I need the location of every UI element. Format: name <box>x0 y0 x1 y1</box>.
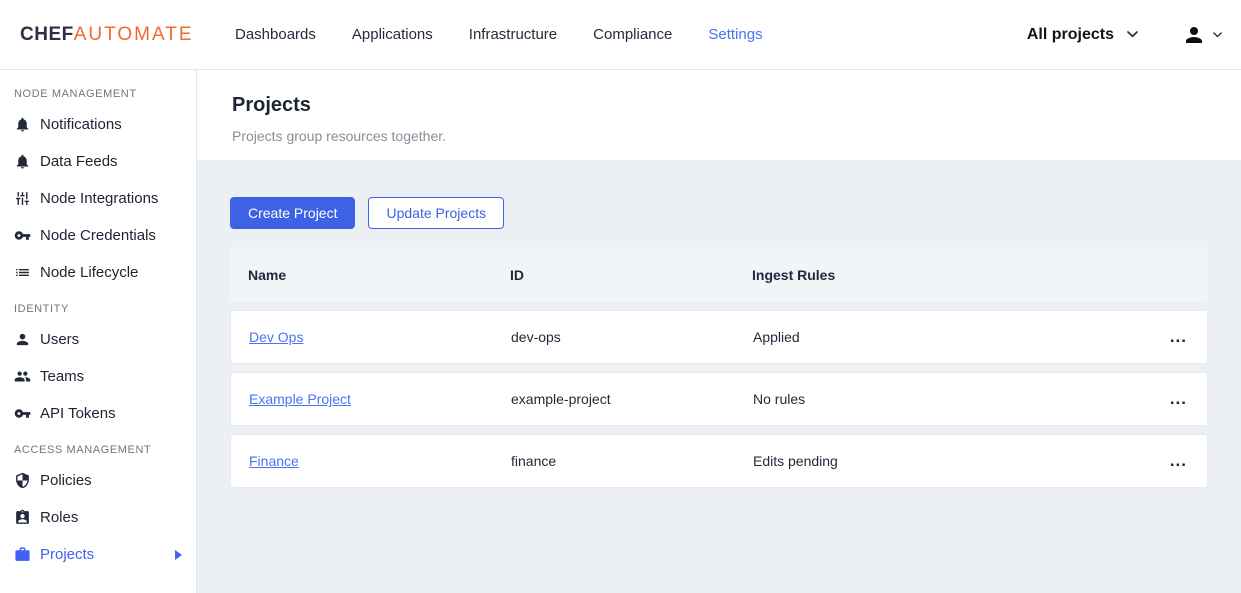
sidebar-item-node-lifecycle[interactable]: Node Lifecycle <box>0 254 196 291</box>
ingest-rules-status: Edits pending <box>753 453 838 469</box>
project-id: example-project <box>511 391 611 407</box>
main-nav: Dashboards Applications Infrastructure C… <box>235 26 763 43</box>
people-icon <box>14 368 31 385</box>
projects-filter-dropdown[interactable]: All projects <box>1027 26 1138 44</box>
page-title: Projects <box>232 94 311 116</box>
key-icon <box>14 227 31 244</box>
sidebar-item-label: Projects <box>40 546 95 563</box>
chef-automate-logo[interactable]: CHEF AUTOMATE <box>20 24 235 46</box>
list-icon <box>14 264 31 281</box>
briefcase-icon <box>14 546 31 563</box>
project-link-finance[interactable]: Finance <box>249 453 299 469</box>
table-row: Finance finance Edits pending ... <box>230 434 1208 488</box>
sidebar-item-data-feeds[interactable]: Data Feeds <box>0 143 196 180</box>
content-body: Create Project Update Projects Name ID I… <box>197 160 1241 593</box>
nav-compliance[interactable]: Compliance <box>593 26 673 43</box>
shield-icon <box>14 472 31 489</box>
column-header-name: Name <box>248 266 287 283</box>
nav-infrastructure[interactable]: Infrastructure <box>468 26 558 43</box>
nav-settings[interactable]: Settings <box>708 26 763 43</box>
button-row: Create Project Update Projects <box>230 197 1208 229</box>
table-row: Example Project example-project No rules… <box>230 372 1208 426</box>
sidebar-item-teams[interactable]: Teams <box>0 358 196 395</box>
person-icon <box>14 331 31 348</box>
chevron-down-icon <box>1213 32 1222 38</box>
table-row: Dev Ops dev-ops Applied ... <box>230 310 1208 364</box>
sidebar-item-label: Teams <box>40 368 85 385</box>
nav-applications[interactable]: Applications <box>351 26 433 43</box>
logo-chef-text: CHEF <box>20 23 74 45</box>
sidebar-item-policies[interactable]: Policies <box>0 462 196 499</box>
project-id: dev-ops <box>511 329 561 345</box>
main-area: Projects Projects group resources togeth… <box>197 70 1241 593</box>
project-link-example-project[interactable]: Example Project <box>249 391 351 407</box>
sidebar-item-label: API Tokens <box>40 405 116 422</box>
sidebar-item-label: Node Credentials <box>40 227 156 244</box>
projects-filter-label: All projects <box>1026 25 1114 43</box>
sliders-icon <box>14 190 31 207</box>
badge-icon <box>14 509 31 526</box>
user-menu[interactable] <box>1182 23 1222 47</box>
row-menu-button[interactable]: ... <box>1169 327 1187 346</box>
sidebar-item-label: Node Integrations <box>40 190 159 207</box>
sidebar-item-node-integrations[interactable]: Node Integrations <box>0 180 196 217</box>
sidebar-item-node-credentials[interactable]: Node Credentials <box>0 217 196 254</box>
user-avatar-icon <box>1182 23 1206 47</box>
sidebar-item-notifications[interactable]: Notifications <box>0 106 196 143</box>
header-right: All projects <box>1027 23 1222 47</box>
sidebar-item-label: Node Lifecycle <box>40 264 139 281</box>
projects-table: Name ID Ingest Rules Dev Ops dev-ops App… <box>230 247 1208 488</box>
sidebar-item-api-tokens[interactable]: API Tokens <box>0 395 196 432</box>
sidebar-item-projects[interactable]: Projects <box>0 536 196 573</box>
sidebar-section-node-management: NODE MANAGEMENT <box>14 88 137 100</box>
project-link-dev-ops[interactable]: Dev Ops <box>249 329 304 345</box>
project-id: finance <box>511 453 557 469</box>
expand-right-icon[interactable] <box>175 550 182 560</box>
column-header-ingest-rules: Ingest Rules <box>752 266 836 283</box>
sidebar-item-roles[interactable]: Roles <box>0 499 196 536</box>
page-header: Projects Projects group resources togeth… <box>197 70 1241 160</box>
sidebar-item-label: Policies <box>40 472 92 489</box>
sidebar-item-label: Data Feeds <box>40 153 118 170</box>
row-menu-button[interactable]: ... <box>1169 389 1187 408</box>
row-menu-button[interactable]: ... <box>1169 451 1187 470</box>
ingest-rules-status: No rules <box>753 391 806 407</box>
settings-sidebar: NODE MANAGEMENT Notifications Data Feeds… <box>0 70 197 593</box>
table-header-row: Name ID Ingest Rules <box>230 247 1208 302</box>
sidebar-item-label: Roles <box>40 509 79 526</box>
chevron-down-icon <box>1127 31 1138 38</box>
sidebar-item-label: Users <box>40 331 80 348</box>
sidebar-item-users[interactable]: Users <box>0 321 196 358</box>
ingest-rules-status: Applied <box>753 329 800 345</box>
sidebar-item-label: Notifications <box>40 116 122 133</box>
sidebar-section-identity: IDENTITY <box>14 303 69 315</box>
update-projects-button[interactable]: Update Projects <box>368 197 505 229</box>
page-subtitle: Projects group resources together. <box>232 128 447 144</box>
column-header-id: ID <box>510 266 524 283</box>
top-header: CHEF AUTOMATE Dashboards Applications In… <box>0 0 1241 70</box>
key-icon <box>14 405 31 422</box>
bell-icon <box>14 153 31 170</box>
bell-icon <box>14 116 31 133</box>
create-project-button[interactable]: Create Project <box>230 197 356 229</box>
logo-automate-text: AUTOMATE <box>73 23 194 45</box>
sidebar-section-access-management: ACCESS MANAGEMENT <box>14 444 152 456</box>
nav-dashboards[interactable]: Dashboards <box>235 26 316 43</box>
